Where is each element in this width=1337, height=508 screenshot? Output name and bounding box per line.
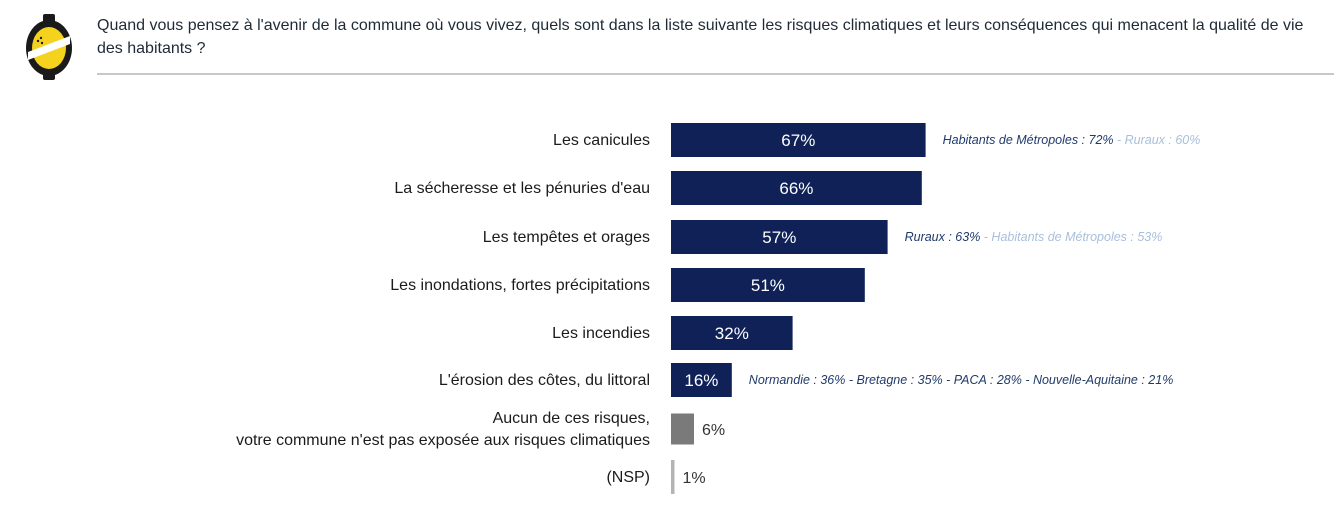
category-label: La sécheresse et les pénuries d'eau [394,180,650,197]
annotation-part: Normandie : 36% - Bretagne : 35% - PACA … [749,373,1174,387]
value-label: 16% [684,371,718,390]
value-label: 6% [702,422,725,439]
value-label: 32% [715,324,749,343]
annotation-part: Ruraux : 63% [905,230,981,244]
category-label: Les inondations, fortes précipitations [390,277,650,294]
value-label: 1% [683,470,706,487]
category-label: (NSP) [606,469,650,486]
header-divider [97,73,1334,75]
value-label: 67% [781,131,815,150]
value-label: 57% [762,228,796,247]
value-label: 51% [751,276,785,295]
annotation: Habitants de Métropoles : 72% - Ruraux :… [943,133,1201,147]
annotation: Ruraux : 63% - Habitants de Métropoles :… [905,230,1163,244]
bar [671,268,865,302]
bar [671,123,926,157]
logo-icon [26,14,72,80]
bar [671,316,793,350]
annotation-part: Habitants de Métropoles : 72% [943,133,1114,147]
question-text: Quand vous pensez à l'avenir de la commu… [97,17,1304,57]
annotation-part: - Ruraux : 60% [1114,133,1201,147]
bar [671,413,694,445]
annotation-part: - Habitants de Métropoles : 53% [980,230,1162,244]
bar [671,220,888,254]
category-label: Aucun de ces risques, votre commune n'est… [236,410,650,449]
category-label: Les canicules [553,132,650,149]
category-label: Les incendies [552,325,650,342]
value-label: 66% [779,179,813,198]
category-label: L'érosion des côtes, du littoral [439,372,650,389]
annotation: Normandie : 36% - Bretagne : 35% - PACA … [749,373,1174,387]
bar [671,171,922,205]
bar [671,363,732,397]
category-label: Les tempêtes et orages [483,229,650,246]
bar [671,460,675,494]
